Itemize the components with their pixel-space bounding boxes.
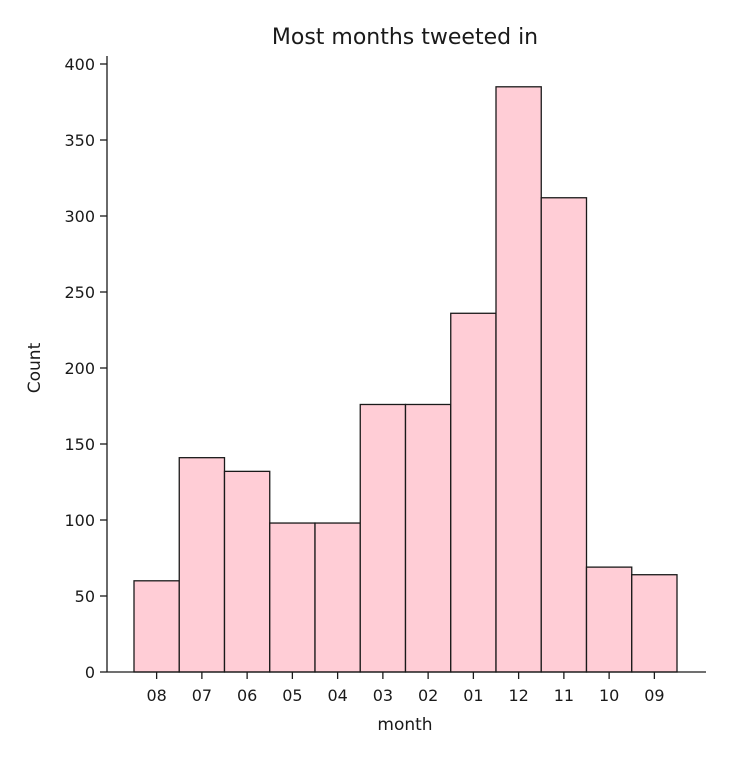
x-tick-label-07: 07	[192, 686, 212, 705]
y-tick-label-350: 350	[64, 131, 95, 150]
bar-11	[540, 197, 588, 673]
bar-04	[314, 522, 361, 673]
x-tick-label-04: 04	[327, 686, 347, 705]
y-ticks-group: 0 50 100 150 200 250 300 350 400	[64, 55, 107, 682]
chart-title: Most months tweeted in	[272, 25, 538, 50]
bar-07	[178, 457, 226, 673]
y-tick-label-100: 100	[64, 511, 95, 530]
x-tick-label-05: 05	[282, 686, 302, 705]
y-tick-label-400: 400	[64, 55, 95, 74]
x-ticks-group: 08 07 06 05 04 03 02 01 12 11 10 09	[146, 672, 665, 705]
bar-12	[495, 86, 542, 673]
bar-06	[223, 470, 271, 673]
x-tick-label-10: 10	[599, 686, 619, 705]
x-tick-label-06: 06	[237, 686, 257, 705]
x-tick-label-01: 01	[463, 686, 483, 705]
x-tick-label-09: 09	[644, 686, 664, 705]
bar-01	[450, 312, 497, 673]
bar-05	[269, 522, 316, 673]
x-tick-label-02: 02	[418, 686, 438, 705]
y-tick-label-200: 200	[64, 359, 95, 378]
bar-10	[585, 566, 633, 673]
x-axis-label: month	[377, 715, 432, 735]
y-axis-label: Count	[25, 342, 45, 393]
bar-02	[404, 403, 452, 673]
bar-03	[359, 403, 407, 673]
bar-08	[133, 580, 180, 673]
x-tick-label-03: 03	[373, 686, 393, 705]
x-tick-label-12: 12	[508, 686, 528, 705]
y-tick-label-150: 150	[64, 435, 95, 454]
x-tick-label-11: 11	[554, 686, 574, 705]
y-tick-label-50: 50	[75, 587, 95, 606]
y-tick-label-250: 250	[64, 283, 95, 302]
bar-09	[631, 574, 678, 673]
x-tick-label-08: 08	[146, 686, 166, 705]
y-tick-label-0: 0	[85, 663, 95, 682]
y-tick-label-300: 300	[64, 207, 95, 226]
bars-group	[133, 86, 678, 673]
